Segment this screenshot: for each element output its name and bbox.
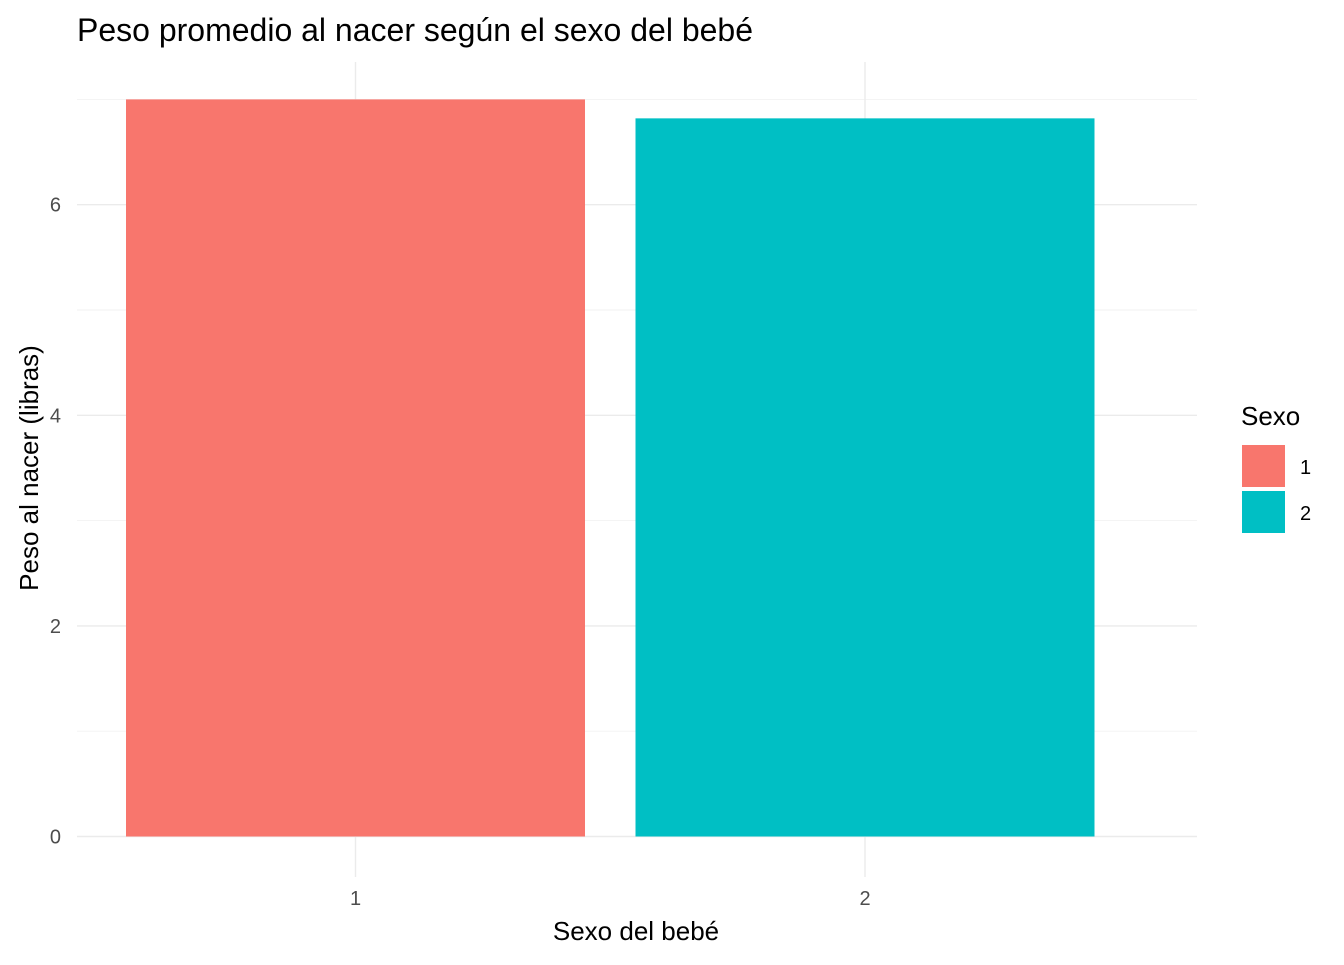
bar-1 bbox=[126, 99, 585, 837]
y-tick-label: 6 bbox=[50, 195, 61, 217]
legend: Sexo 12 bbox=[1241, 401, 1311, 533]
legend-label-1: 1 bbox=[1300, 457, 1311, 479]
bar-2 bbox=[635, 118, 1095, 837]
legend-key-1 bbox=[1242, 445, 1285, 487]
legend-items: 12 bbox=[1242, 445, 1311, 533]
legend-title: Sexo bbox=[1241, 401, 1300, 431]
tick-labels: 0 2 4 6 1 2 bbox=[50, 195, 871, 910]
chart-title: Peso promedio al nacer según el sexo del… bbox=[77, 12, 753, 48]
y-tick-label: 2 bbox=[50, 616, 61, 638]
y-tick-label: 4 bbox=[50, 405, 61, 427]
y-tick-label: 0 bbox=[50, 827, 61, 849]
x-tick-label: 1 bbox=[350, 888, 361, 910]
bars-layer bbox=[126, 99, 1095, 837]
legend-key-2 bbox=[1242, 491, 1285, 533]
x-axis-title: Sexo del bebé bbox=[553, 916, 719, 946]
x-tick-label: 2 bbox=[859, 888, 870, 910]
legend-label-2: 2 bbox=[1300, 503, 1311, 525]
y-axis-title: Peso al nacer (libras) bbox=[14, 345, 44, 591]
